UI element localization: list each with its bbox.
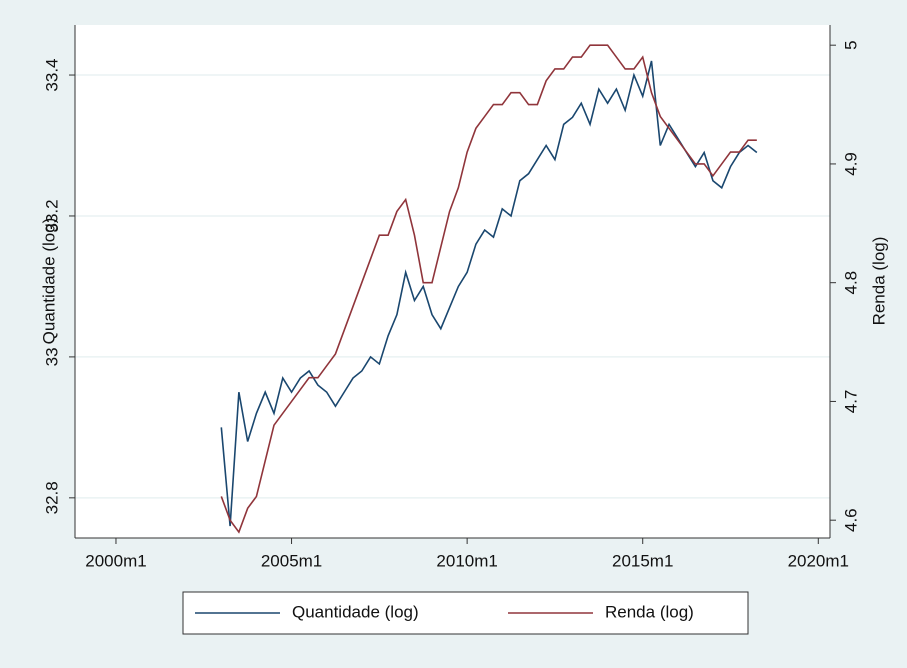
plot-area xyxy=(75,25,830,538)
y2-tick-label: 4.6 xyxy=(841,508,860,532)
y-tick-label: 33.4 xyxy=(42,58,61,91)
y2-tick-label: 5 xyxy=(841,40,860,49)
y-tick-label: 33 xyxy=(42,347,61,366)
series-line xyxy=(220,44,757,534)
x-tick-label: 2015m1 xyxy=(612,551,673,570)
y2-tick-label: 4.9 xyxy=(841,152,860,176)
y2-tick-label: 4.7 xyxy=(841,390,860,414)
x-tick-label: 2010m1 xyxy=(436,551,497,570)
x-tick-label: 2005m1 xyxy=(261,551,322,570)
x-tick-label: 2000m1 xyxy=(85,551,146,570)
legend-label: Quantidade (log) xyxy=(292,602,419,621)
y-axis-title: Quantidade (log) xyxy=(39,218,58,345)
legend-label: Renda (log) xyxy=(605,602,694,621)
y2-tick-label: 4.8 xyxy=(841,271,860,295)
series-line xyxy=(220,60,758,527)
y-tick-label: 33.2 xyxy=(42,199,61,232)
y2-axis-title: Renda (log) xyxy=(869,237,888,326)
x-tick-label: 2020m1 xyxy=(788,551,849,570)
y-tick-label: 32.8 xyxy=(42,481,61,514)
